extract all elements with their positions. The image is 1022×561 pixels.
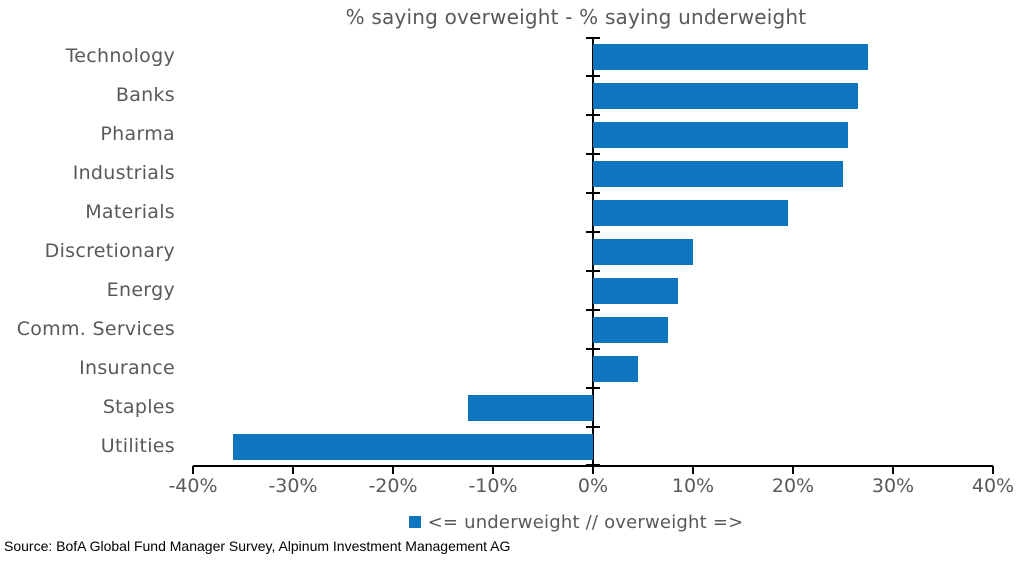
category-label-discretionary: Discretionary — [44, 240, 175, 262]
x-axis-tick — [992, 466, 994, 474]
zero-axis-tick — [586, 348, 600, 350]
x-axis-tick — [192, 466, 194, 474]
zero-axis-tick — [586, 387, 600, 389]
source-note: Source: BofA Global Fund Manager Survey,… — [4, 538, 511, 554]
x-tick-label-20: -20% — [368, 475, 418, 497]
category-label-industrials: Industrials — [72, 162, 175, 184]
zero-axis-tick — [586, 114, 600, 116]
zero-axis-tick — [586, 231, 600, 233]
x-axis-tick — [492, 466, 494, 474]
zero-axis-tick — [586, 153, 600, 155]
bar-materials — [593, 199, 788, 226]
legend-label: <= underweight // overweight => — [427, 511, 744, 533]
bar-discretionary — [593, 238, 693, 265]
bar-utilities — [233, 433, 593, 460]
zero-axis-tick — [586, 75, 600, 77]
zero-axis-tick — [586, 270, 600, 272]
x-tick-label-40: 40% — [971, 475, 1015, 497]
x-tick-label-30: 30% — [871, 475, 915, 497]
legend-marker-icon — [408, 516, 421, 528]
category-label-banks: Banks — [115, 84, 175, 106]
x-tick-label-20: 20% — [771, 475, 815, 497]
zero-axis-tick — [586, 309, 600, 311]
chart-title: % saying overweight - % saying underweig… — [345, 5, 807, 29]
category-label-pharma: Pharma — [100, 123, 175, 145]
x-axis-tick — [892, 466, 894, 474]
category-label-comm-services: Comm. Services — [16, 318, 175, 340]
category-label-insurance: Insurance — [79, 357, 175, 379]
x-tick-label-40: -40% — [168, 475, 218, 497]
bar-banks — [593, 82, 858, 109]
category-label-staples: Staples — [102, 396, 175, 418]
x-tick-label-10: -10% — [468, 475, 518, 497]
bar-staples — [468, 394, 593, 421]
x-axis-tick — [692, 466, 694, 474]
zero-axis-tick — [586, 426, 600, 428]
plot-area — [192, 37, 994, 474]
legend: <= underweight // overweight => — [163, 510, 989, 534]
bar-energy — [593, 277, 678, 304]
x-axis-tick — [392, 466, 394, 474]
category-label-energy: Energy — [106, 279, 175, 301]
zero-axis-tick — [586, 192, 600, 194]
bar-industrials — [593, 160, 843, 187]
x-axis-tick — [792, 466, 794, 474]
category-label-technology: Technology — [65, 45, 175, 67]
bar-comm-services — [593, 316, 668, 343]
x-tick-label-30: -30% — [268, 475, 318, 497]
bar-technology — [593, 43, 868, 70]
category-label-utilities: Utilities — [100, 435, 175, 457]
x-axis-tick — [292, 466, 294, 474]
x-tick-label-10: 10% — [671, 475, 715, 497]
x-axis-tick — [592, 466, 594, 474]
bar-insurance — [593, 355, 638, 382]
zero-axis-tick — [586, 464, 600, 466]
x-tick-label-0: 0% — [577, 475, 609, 497]
category-label-materials: Materials — [85, 201, 175, 223]
bar-pharma — [593, 121, 848, 148]
zero-axis-tick — [586, 37, 600, 39]
